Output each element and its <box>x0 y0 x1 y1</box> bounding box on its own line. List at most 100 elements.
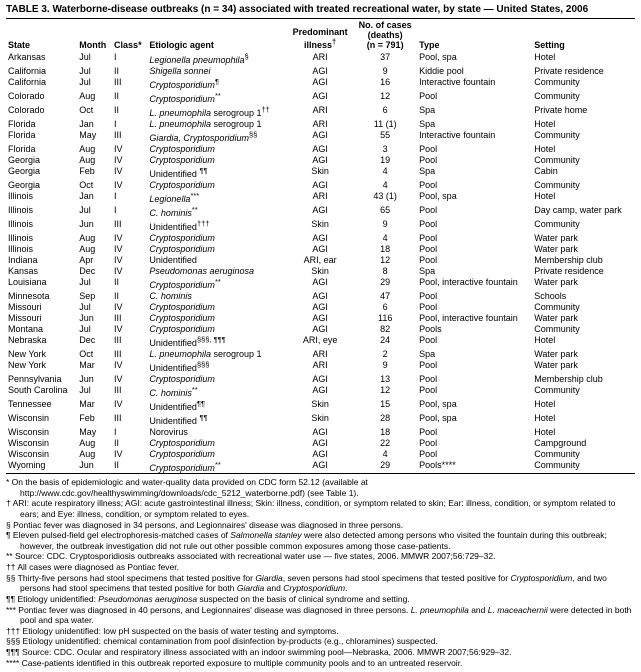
cell-setting: Cabin <box>532 165 635 179</box>
cell-type: Pool <box>417 143 532 154</box>
cell-agent: Cryptosporidium <box>147 448 287 459</box>
cell-illness: AGI <box>287 323 353 334</box>
cell-setting: Community <box>532 90 635 104</box>
cell-type: Kiddie pool <box>417 65 532 76</box>
cell-class: IV <box>112 301 147 312</box>
cell-illness: ARI <box>287 51 353 65</box>
cell-type: Pool <box>417 373 532 384</box>
cell-agent: Unidentified ¶¶ <box>147 412 287 426</box>
cell-cases: 28 <box>353 412 417 426</box>
table-row: IllinoisJanILegionella***ARI43 (1)Pool, … <box>6 190 635 204</box>
cell-setting: Hotel <box>532 190 635 204</box>
footnote: §§ Thirty-five persons had stool specime… <box>6 573 635 594</box>
cell-month: Jul <box>77 276 112 290</box>
cell-agent: Unidentified¶¶ <box>147 398 287 412</box>
footnote: *** Pontiac fever was diagnosed in 40 pe… <box>6 605 635 626</box>
cell-class: IV <box>112 232 147 243</box>
col-illness: Predominantillness† <box>287 19 353 52</box>
cell-state: Illinois <box>6 218 77 232</box>
cell-setting: Community <box>532 301 635 312</box>
cell-agent: L. pneumophila serogroup 1 <box>147 118 287 129</box>
cell-illness: ARI <box>287 348 353 359</box>
cell-setting: Hotel <box>532 426 635 437</box>
cell-class: IV <box>112 165 147 179</box>
cell-class: I <box>112 51 147 65</box>
cell-state: Missouri <box>6 301 77 312</box>
table-row: MinnesotaSepIIC. hominisAGI47PoolSchools <box>6 290 635 301</box>
table-row: New YorkOctIIIL. pneumophila serogroup 1… <box>6 348 635 359</box>
footnote: ¶ Eleven pulsed-field gel electrophoresi… <box>6 530 635 551</box>
cell-illness: AGI <box>287 448 353 459</box>
cell-agent: Cryptosporidium <box>147 323 287 334</box>
cell-class: IV <box>112 373 147 384</box>
table-row: IllinoisAugIVCryptosporidiumAGI18PoolWat… <box>6 243 635 254</box>
cell-setting: Membership club <box>532 373 635 384</box>
col-setting: Setting <box>532 19 635 52</box>
table-row: PennsylvaniaJunIVCryptosporidiumAGI13Poo… <box>6 373 635 384</box>
footnotes: * On the basis of epidemiologic and wate… <box>6 477 635 668</box>
cell-class: IV <box>112 398 147 412</box>
cell-agent: Cryptosporidium <box>147 312 287 323</box>
table-row: WisconsinMayINorovirusAGI18PoolHotel <box>6 426 635 437</box>
footnote: **** Case-patients identified in this ou… <box>6 658 635 669</box>
cell-state: Wisconsin <box>6 448 77 459</box>
cell-cases: 24 <box>353 334 417 348</box>
cell-setting: Water park <box>532 276 635 290</box>
cell-type: Pool <box>417 301 532 312</box>
cell-type: Pool <box>417 154 532 165</box>
cell-type: Pool <box>417 90 532 104</box>
cell-agent: Cryptosporidium** <box>147 459 287 474</box>
cell-class: II <box>112 459 147 474</box>
cell-agent: Cryptosporidium <box>147 232 287 243</box>
cell-cases: 4 <box>353 179 417 190</box>
table-row: WisconsinAugIICryptosporidiumAGI22PoolCa… <box>6 437 635 448</box>
table-row: CaliforniaJulIIShigella sonneiAGI9Kiddie… <box>6 65 635 76</box>
cell-agent: Norovirus <box>147 426 287 437</box>
cell-cases: 43 (1) <box>353 190 417 204</box>
cell-agent: Unidentified§§§ <box>147 359 287 373</box>
cell-setting: Schools <box>532 290 635 301</box>
cell-type: Pool, spa <box>417 190 532 204</box>
cell-cases: 4 <box>353 165 417 179</box>
cell-class: III <box>112 76 147 90</box>
cell-illness: AGI <box>287 276 353 290</box>
table-title: TABLE 3. Waterborne-disease outbreaks (n… <box>6 4 635 15</box>
cell-illness: AGI <box>287 437 353 448</box>
cell-state: Wisconsin <box>6 426 77 437</box>
table-row: KansasDecIVPseudomonas aeruginosaSkin8Sp… <box>6 265 635 276</box>
cell-month: Aug <box>77 232 112 243</box>
cell-state: Pennsylvania <box>6 373 77 384</box>
cell-state: Indiana <box>6 254 77 265</box>
cell-state: Illinois <box>6 232 77 243</box>
cell-illness: AGI <box>287 459 353 474</box>
table-row: LouisianaJulIICryptosporidium**AGI29Pool… <box>6 276 635 290</box>
cell-class: III <box>112 412 147 426</box>
cell-state: Illinois <box>6 243 77 254</box>
cell-agent: Cryptosporidium <box>147 373 287 384</box>
cell-class: IV <box>112 154 147 165</box>
cell-state: Louisiana <box>6 276 77 290</box>
cell-cases: 15 <box>353 398 417 412</box>
cell-state: Kansas <box>6 265 77 276</box>
table-row: ColoradoAugIICryptosporidium**AGI12PoolC… <box>6 90 635 104</box>
cell-illness: Skin <box>287 218 353 232</box>
cell-setting: Water park <box>532 243 635 254</box>
cell-month: Jul <box>77 65 112 76</box>
cell-class: II <box>112 276 147 290</box>
cell-cases: 19 <box>353 154 417 165</box>
cell-type: Pool <box>417 384 532 398</box>
col-state: State <box>6 19 77 52</box>
cell-state: New York <box>6 359 77 373</box>
cell-state: Florida <box>6 129 77 143</box>
cell-agent: Unidentified§§§, ¶¶¶ <box>147 334 287 348</box>
cell-setting: Private residence <box>532 265 635 276</box>
cell-cases: 12 <box>353 90 417 104</box>
cell-illness: AGI <box>287 373 353 384</box>
col-month: Month <box>77 19 112 52</box>
table-row: CaliforniaJulIIICryptosporidium¶AGI16Int… <box>6 76 635 90</box>
table-row: FloridaAugIVCryptosporidiumAGI3PoolHotel <box>6 143 635 154</box>
table-container: TABLE 3. Waterborne-disease outbreaks (n… <box>0 0 641 672</box>
cell-month: Oct <box>77 104 112 118</box>
cell-setting: Hotel <box>532 143 635 154</box>
cell-setting: Hotel <box>532 398 635 412</box>
